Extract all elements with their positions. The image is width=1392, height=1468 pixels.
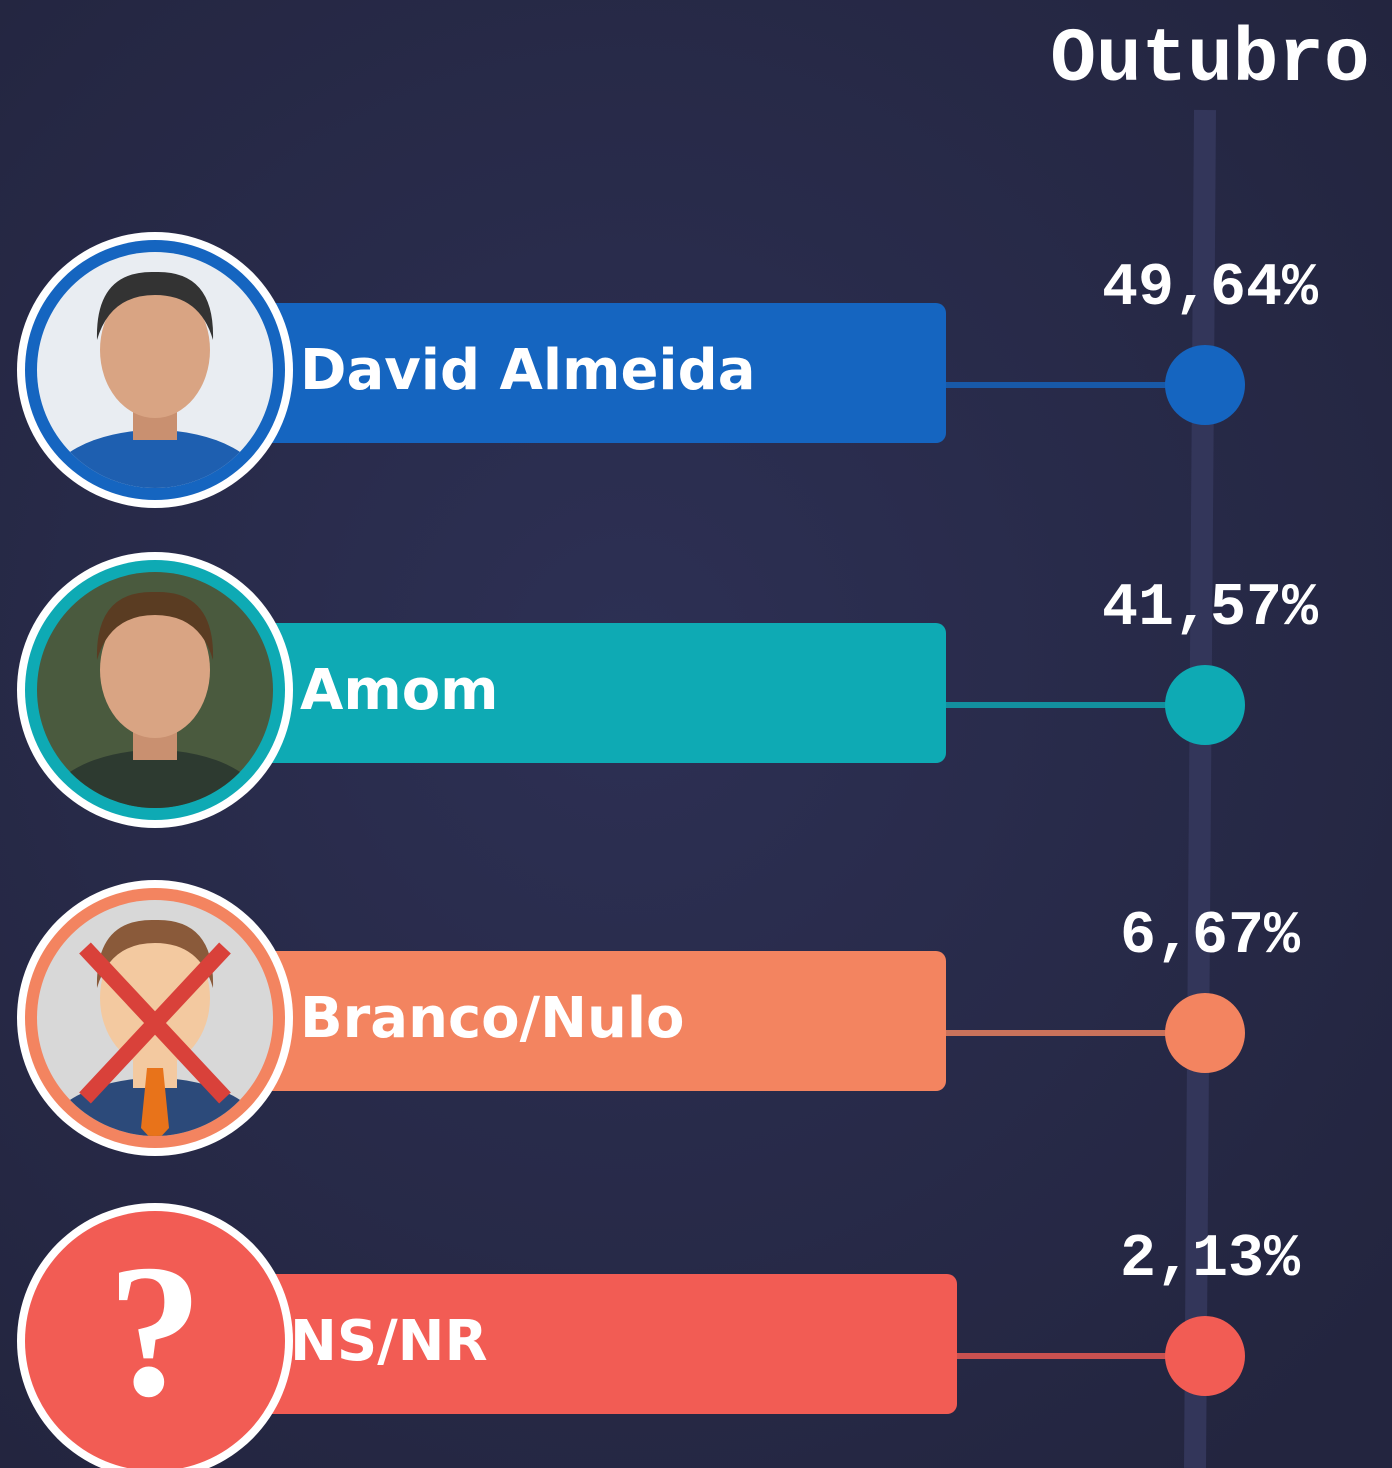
avatar-cross [79, 942, 231, 1104]
name-bar [240, 1274, 957, 1414]
avatar-hair [96, 271, 214, 340]
avatar-icon: ? [108, 1227, 203, 1437]
avatar: ? [108, 1227, 203, 1437]
avatar-ring [25, 1211, 285, 1468]
avatar-body [45, 430, 265, 488]
row: 49,64% David Almeida [17, 232, 1319, 508]
rows: 49,64% David Almeida 41,57% Amom 6,67% Branco… [17, 232, 1319, 1468]
avatar-tie [141, 1068, 169, 1136]
avatar [37, 900, 273, 1136]
name-bar [240, 951, 946, 1091]
avatar-body [45, 750, 265, 808]
dot [1165, 993, 1245, 1073]
avatar-image [37, 572, 273, 808]
name-bar [240, 303, 946, 443]
value-label: 6,67% [1120, 903, 1301, 971]
dot [1165, 345, 1245, 425]
name-label: Branco/Nulo [300, 986, 684, 1051]
value-label: 49,64% [1102, 255, 1319, 323]
name-label: NS/NR [290, 1309, 488, 1374]
avatar-hair [96, 591, 214, 660]
dot [1165, 1316, 1245, 1396]
avatar-hair [96, 919, 214, 988]
row: 41,57% Amom [17, 552, 1319, 828]
avatar-image [37, 252, 273, 488]
title: Outubro [1050, 17, 1369, 103]
name-label: Amom [300, 658, 499, 723]
row: 2,13%? NS/NR [17, 1203, 1301, 1468]
avatar-face [100, 602, 210, 738]
dot [1165, 665, 1245, 745]
value-label: 41,57% [1102, 575, 1319, 643]
row: 6,67% Branco/Nulo [17, 880, 1301, 1156]
timeline [1184, 109, 1216, 1468]
name-label: David Almeida [300, 338, 756, 403]
avatar-face [100, 930, 210, 1066]
avatar-image [37, 900, 273, 1136]
avatar-face [100, 282, 210, 418]
value-label: 2,13% [1120, 1226, 1301, 1294]
avatar [37, 572, 273, 808]
avatar [37, 252, 273, 488]
avatar-body [45, 1078, 265, 1136]
name-bar [240, 623, 946, 763]
